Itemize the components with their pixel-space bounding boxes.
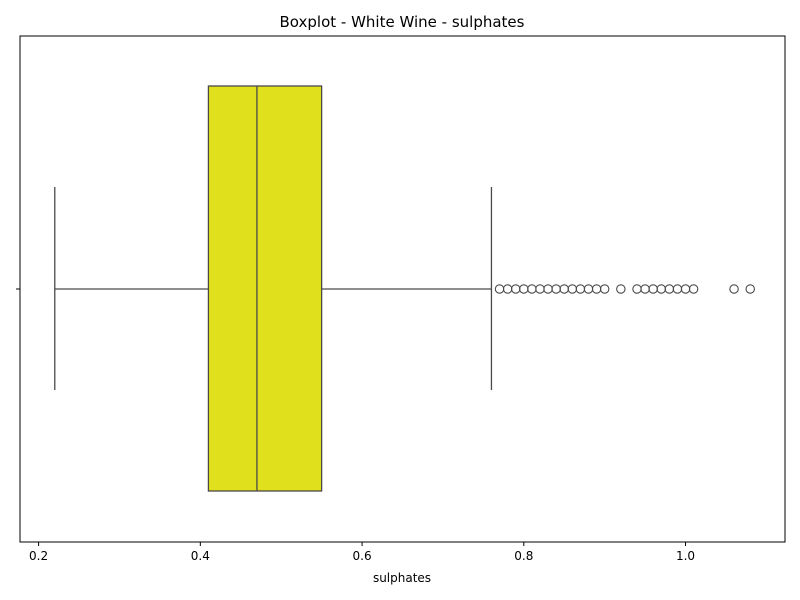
outlier-point [543, 284, 553, 294]
outlier-point [567, 284, 578, 294]
outlier-point [519, 284, 529, 294]
outlier-point [559, 284, 569, 294]
outlier-point [551, 284, 561, 294]
box-group [54, 85, 493, 492]
outlier-point [583, 284, 594, 294]
x-axis-label: sulphates [373, 571, 431, 585]
outlier-point [745, 284, 755, 294]
x-axis: 0.2 0.4 0.6 0.8 1.0 [29, 542, 695, 563]
outlier-point [632, 284, 642, 294]
outlier-point [527, 284, 537, 294]
outlier-point [640, 284, 650, 294]
chart-title: Boxplot - White Wine - sulphates [280, 13, 525, 31]
outlier-point [729, 284, 739, 294]
outlier-point [648, 284, 658, 294]
outlier-point [599, 284, 610, 294]
outlier-point [664, 284, 675, 294]
outlier-point [656, 284, 667, 294]
outlier-point [672, 284, 683, 294]
x-tick-label: 0.2 [29, 549, 48, 563]
outlier-point [616, 284, 626, 294]
outlier-point [575, 284, 586, 294]
outlier-point [510, 284, 521, 294]
outlier-point [502, 284, 513, 294]
x-tick-label: 1.0 [676, 549, 695, 563]
x-tick-label: 0.6 [353, 549, 372, 563]
x-tick-label: 0.4 [191, 549, 210, 563]
outlier-point [680, 284, 691, 294]
outlier-point [535, 284, 545, 294]
outlier-point [688, 284, 699, 294]
outlier-point [591, 284, 602, 294]
iqr-box [207, 85, 323, 492]
outlier-point [494, 284, 505, 294]
outlier-group [494, 284, 755, 294]
x-tick-label: 0.8 [514, 549, 533, 563]
